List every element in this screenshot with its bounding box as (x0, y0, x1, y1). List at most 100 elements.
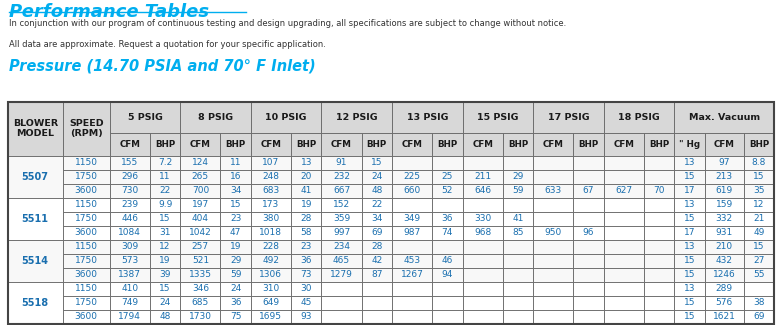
Text: 3600: 3600 (75, 312, 98, 321)
Bar (392, 170, 432, 184)
Text: 5518: 5518 (22, 298, 48, 308)
Text: 41: 41 (512, 214, 524, 223)
Text: 69: 69 (753, 312, 765, 321)
Bar (744, 198, 774, 212)
Text: 15 PSIG: 15 PSIG (477, 113, 518, 122)
Text: 289: 289 (716, 284, 733, 293)
Text: 465: 465 (333, 256, 350, 265)
Bar (361, 254, 392, 268)
Text: 13: 13 (683, 284, 695, 293)
Bar (674, 102, 774, 133)
Bar (533, 102, 604, 133)
Text: CFM: CFM (260, 140, 282, 149)
Text: SPEED
(RPM): SPEED (RPM) (69, 119, 103, 138)
Text: 257: 257 (192, 242, 209, 251)
Bar (361, 240, 392, 254)
Bar (705, 198, 744, 212)
Bar (462, 240, 503, 254)
Text: 15: 15 (683, 270, 695, 279)
Bar (361, 282, 392, 296)
Bar (432, 133, 462, 156)
Bar (644, 254, 674, 268)
Text: 619: 619 (716, 186, 733, 195)
Bar (503, 268, 533, 282)
Bar (150, 268, 181, 282)
Bar (109, 133, 150, 156)
Text: 59: 59 (512, 186, 524, 195)
Bar (181, 133, 221, 156)
Bar (503, 133, 533, 156)
Bar (674, 156, 705, 170)
Bar (321, 226, 361, 240)
Bar (291, 170, 321, 184)
Text: CFM: CFM (120, 140, 140, 149)
Bar (321, 156, 361, 170)
Bar (63, 296, 109, 310)
Bar (644, 198, 674, 212)
Bar (432, 296, 462, 310)
Bar (63, 184, 109, 198)
Bar (644, 296, 674, 310)
Text: 13: 13 (683, 158, 695, 167)
Text: 18 PSIG: 18 PSIG (618, 113, 660, 122)
Bar (291, 240, 321, 254)
Text: 15: 15 (160, 284, 170, 293)
Text: 646: 646 (474, 186, 491, 195)
Text: 627: 627 (615, 186, 633, 195)
Bar (109, 240, 150, 254)
Text: 330: 330 (474, 214, 491, 223)
Bar (533, 156, 573, 170)
Bar (150, 212, 181, 226)
Bar (533, 226, 573, 240)
Text: 13: 13 (683, 200, 695, 209)
Bar (744, 226, 774, 240)
Bar (533, 170, 573, 184)
Bar (63, 170, 109, 184)
Text: 13: 13 (683, 242, 695, 251)
Text: 23: 23 (300, 242, 312, 251)
Text: 1750: 1750 (75, 298, 98, 307)
Bar (604, 133, 644, 156)
Bar (674, 212, 705, 226)
Bar (573, 212, 604, 226)
Bar (109, 310, 150, 324)
Bar (744, 156, 774, 170)
Bar (705, 184, 744, 198)
Text: CFM: CFM (613, 140, 634, 149)
Text: " Hg: " Hg (679, 140, 700, 149)
Text: Pressure (14.70 PSIA and 70° F Inlet): Pressure (14.70 PSIA and 70° F Inlet) (9, 58, 316, 73)
Text: 19: 19 (230, 242, 242, 251)
Text: 47: 47 (230, 228, 242, 237)
Bar (604, 198, 644, 212)
Bar (291, 310, 321, 324)
Bar (644, 156, 674, 170)
Bar (392, 212, 432, 226)
Bar (744, 170, 774, 184)
Bar (392, 268, 432, 282)
Text: 1246: 1246 (713, 270, 736, 279)
Bar (361, 296, 392, 310)
Bar (644, 240, 674, 254)
Bar (392, 296, 432, 310)
Bar (8, 282, 63, 324)
Text: 685: 685 (192, 298, 209, 307)
Bar (150, 184, 181, 198)
Bar (644, 170, 674, 184)
Bar (674, 184, 705, 198)
Bar (321, 296, 361, 310)
Bar (251, 198, 291, 212)
Text: 124: 124 (192, 158, 209, 167)
Text: 42: 42 (371, 256, 382, 265)
Text: 1084: 1084 (118, 228, 142, 237)
Text: 30: 30 (300, 284, 312, 293)
Text: 8 PSIG: 8 PSIG (198, 113, 233, 122)
Bar (150, 226, 181, 240)
Bar (744, 296, 774, 310)
Bar (221, 296, 251, 310)
Text: 15: 15 (230, 200, 242, 209)
Bar (604, 184, 644, 198)
Bar (221, 133, 251, 156)
Bar (63, 212, 109, 226)
Text: 15: 15 (683, 312, 695, 321)
Bar (109, 254, 150, 268)
